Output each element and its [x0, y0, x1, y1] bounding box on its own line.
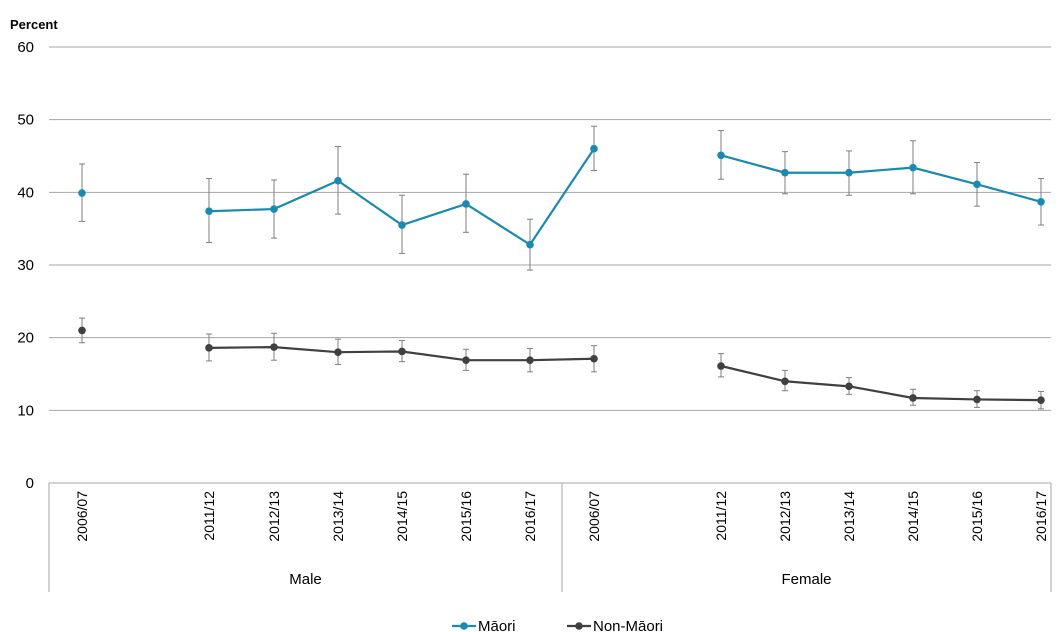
x-axis: 2006/07 2011/12 2012/13 2013/14 2014/15 2015/…: [48, 482, 1052, 592]
x-tick-label: 2013/14: [330, 491, 346, 542]
legend-item: Māori: [452, 618, 516, 632]
series-line: [720, 364, 1042, 402]
y-tick-label: 10: [17, 402, 34, 419]
legend-item: Non-Māori: [567, 618, 663, 632]
x-tick-label: 2011/12: [713, 491, 729, 541]
x-tick-label: 2006/07: [586, 491, 602, 542]
legend-marker: [575, 622, 583, 630]
gridlines: [49, 46, 1051, 411]
data-point: [909, 163, 917, 172]
series-layer: [78, 125, 1045, 410]
data-point: [717, 151, 725, 160]
data-point: [334, 176, 342, 185]
data-point: [973, 180, 981, 189]
data-point: [78, 326, 86, 335]
data-point: [909, 394, 917, 402]
data-point: [845, 168, 853, 177]
data-point: [526, 356, 534, 364]
series-maori: [78, 125, 1045, 271]
y-axis-ticks: 0 10 20 30 40 50 60: [17, 39, 34, 492]
data-point: [526, 240, 534, 249]
data-point: [205, 344, 213, 352]
legend-label: Non-Māori: [593, 618, 663, 632]
x-tick-label: 2006/07: [74, 491, 90, 542]
x-tick-label: 2012/13: [777, 491, 793, 542]
x-tick-label: 2016/17: [522, 491, 538, 542]
data-point: [781, 377, 789, 386]
data-point: [334, 348, 342, 357]
data-point: [270, 205, 278, 213]
data-point: [78, 189, 86, 197]
data-point: [462, 356, 470, 364]
legend-label: Māori: [478, 618, 516, 632]
data-point: [1037, 396, 1045, 404]
series-line: [720, 154, 1042, 203]
group-label: Female: [781, 571, 831, 588]
x-tick-label: 2011/12: [201, 491, 217, 541]
y-tick-label: 50: [17, 112, 34, 129]
x-tick-label: 2014/15: [394, 491, 410, 542]
x-tick-label: 2015/16: [969, 491, 985, 542]
group-label: Male: [289, 571, 322, 588]
legend: Māori Non-Māori: [452, 618, 663, 632]
data-point: [973, 395, 981, 404]
data-point: [398, 221, 406, 229]
legend-marker: [460, 622, 468, 630]
y-tick-label: 30: [17, 257, 34, 274]
x-tick-label: 2015/16: [458, 491, 474, 542]
data-point: [845, 382, 853, 391]
series-line: [529, 357, 595, 362]
x-tick-label: 2012/13: [266, 491, 282, 542]
x-tick-label: 2013/14: [841, 491, 857, 542]
x-tick-label: 2016/17: [1033, 491, 1049, 542]
data-point: [717, 362, 725, 370]
x-tick-label: 2014/15: [905, 491, 921, 542]
series-line: [208, 346, 530, 362]
y-tick-label: 20: [17, 330, 34, 347]
y-axis-title: Percent: [10, 17, 58, 32]
data-point: [462, 200, 470, 208]
y-tick-label: 40: [17, 184, 34, 201]
y-tick-label: 60: [17, 39, 34, 56]
data-point: [781, 168, 789, 177]
data-point: [590, 144, 598, 153]
data-point: [590, 354, 598, 363]
data-point: [1037, 197, 1045, 206]
data-point: [270, 343, 278, 351]
data-point: [205, 207, 213, 216]
y-tick-label: 0: [26, 475, 34, 492]
series-non-maori: [78, 317, 1045, 410]
data-point: [398, 347, 406, 356]
